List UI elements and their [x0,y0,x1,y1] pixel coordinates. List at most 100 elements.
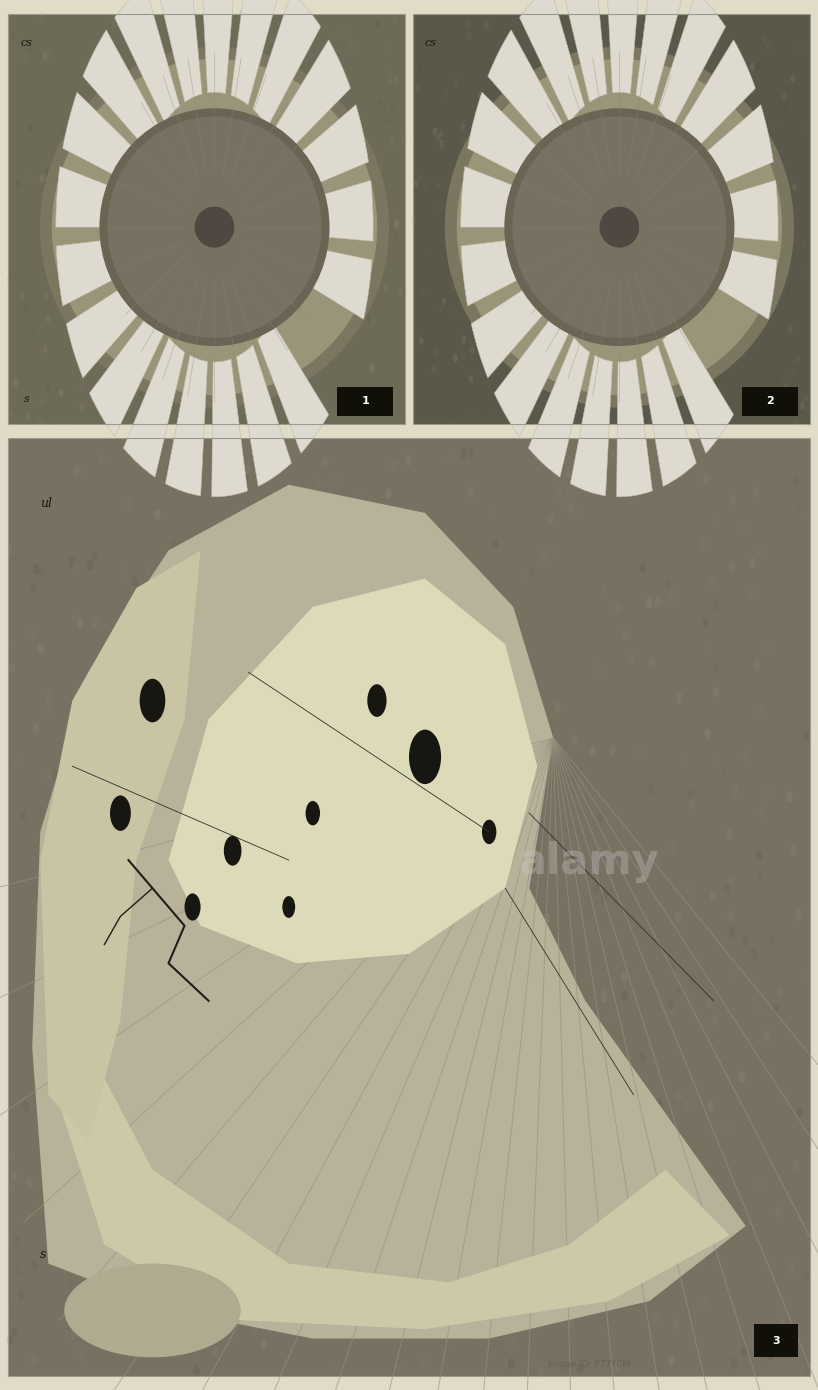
Circle shape [590,129,595,138]
Circle shape [550,95,555,103]
Circle shape [390,805,397,816]
Circle shape [198,210,203,218]
Circle shape [220,1277,227,1289]
Circle shape [512,641,519,652]
Circle shape [668,589,675,600]
Circle shape [484,22,489,29]
Circle shape [648,784,654,795]
Circle shape [510,709,517,720]
Circle shape [433,128,438,136]
Circle shape [675,1091,681,1102]
Wedge shape [289,243,372,320]
Wedge shape [617,359,653,496]
Circle shape [379,163,384,171]
Circle shape [344,126,349,135]
Circle shape [504,407,509,416]
Circle shape [26,413,31,421]
Circle shape [456,1054,461,1065]
Circle shape [191,1269,197,1280]
Circle shape [463,1033,470,1044]
Circle shape [9,410,13,418]
Circle shape [196,138,201,146]
Circle shape [530,1225,537,1236]
Circle shape [638,150,643,158]
Circle shape [133,53,137,61]
Circle shape [635,396,640,404]
Circle shape [394,221,399,228]
Circle shape [519,13,524,21]
Circle shape [257,414,262,423]
Circle shape [456,33,461,42]
Circle shape [353,203,357,211]
Circle shape [181,56,186,64]
Circle shape [231,749,238,760]
Circle shape [656,1098,663,1109]
Circle shape [762,220,767,228]
Circle shape [579,257,584,265]
Circle shape [80,403,84,411]
Circle shape [38,878,45,890]
Circle shape [591,215,596,224]
Circle shape [92,550,98,562]
Circle shape [680,325,685,334]
Circle shape [446,1283,452,1294]
Circle shape [104,83,108,92]
Circle shape [614,1361,620,1372]
Bar [8,438,810,1376]
Circle shape [282,897,295,917]
Circle shape [678,125,683,132]
Circle shape [730,493,736,505]
Circle shape [254,512,261,521]
Circle shape [253,1298,258,1309]
Circle shape [461,335,466,343]
Circle shape [254,282,258,291]
Circle shape [609,745,616,755]
Circle shape [668,178,672,186]
Circle shape [314,222,319,231]
Circle shape [774,250,778,259]
Circle shape [274,222,279,231]
Circle shape [60,129,65,138]
Circle shape [47,50,52,58]
Wedge shape [115,0,180,122]
Circle shape [269,36,274,44]
Circle shape [552,1005,559,1016]
Circle shape [562,374,567,381]
Circle shape [9,663,16,673]
Circle shape [579,221,584,228]
Circle shape [742,523,748,532]
Circle shape [287,1248,294,1259]
Circle shape [718,249,723,257]
Circle shape [164,382,169,391]
Circle shape [401,133,406,142]
Circle shape [129,286,134,295]
Circle shape [292,170,297,178]
Circle shape [231,183,236,192]
Circle shape [105,182,110,190]
Circle shape [289,203,294,211]
Circle shape [111,1091,118,1102]
Circle shape [670,107,675,115]
Circle shape [314,1080,320,1091]
Wedge shape [258,321,329,453]
Circle shape [213,272,218,281]
Circle shape [419,1357,425,1368]
Circle shape [589,325,594,334]
Circle shape [790,75,795,82]
Circle shape [152,234,157,242]
Circle shape [195,949,201,960]
Circle shape [468,486,474,498]
Circle shape [258,18,263,26]
Circle shape [74,464,80,475]
Circle shape [444,213,449,221]
Circle shape [194,379,199,388]
Circle shape [143,229,148,238]
Circle shape [568,872,574,883]
Circle shape [291,157,296,165]
Circle shape [786,792,793,802]
Circle shape [39,175,44,183]
Circle shape [311,874,317,885]
Circle shape [442,297,447,306]
Circle shape [416,705,422,716]
Circle shape [254,57,258,65]
